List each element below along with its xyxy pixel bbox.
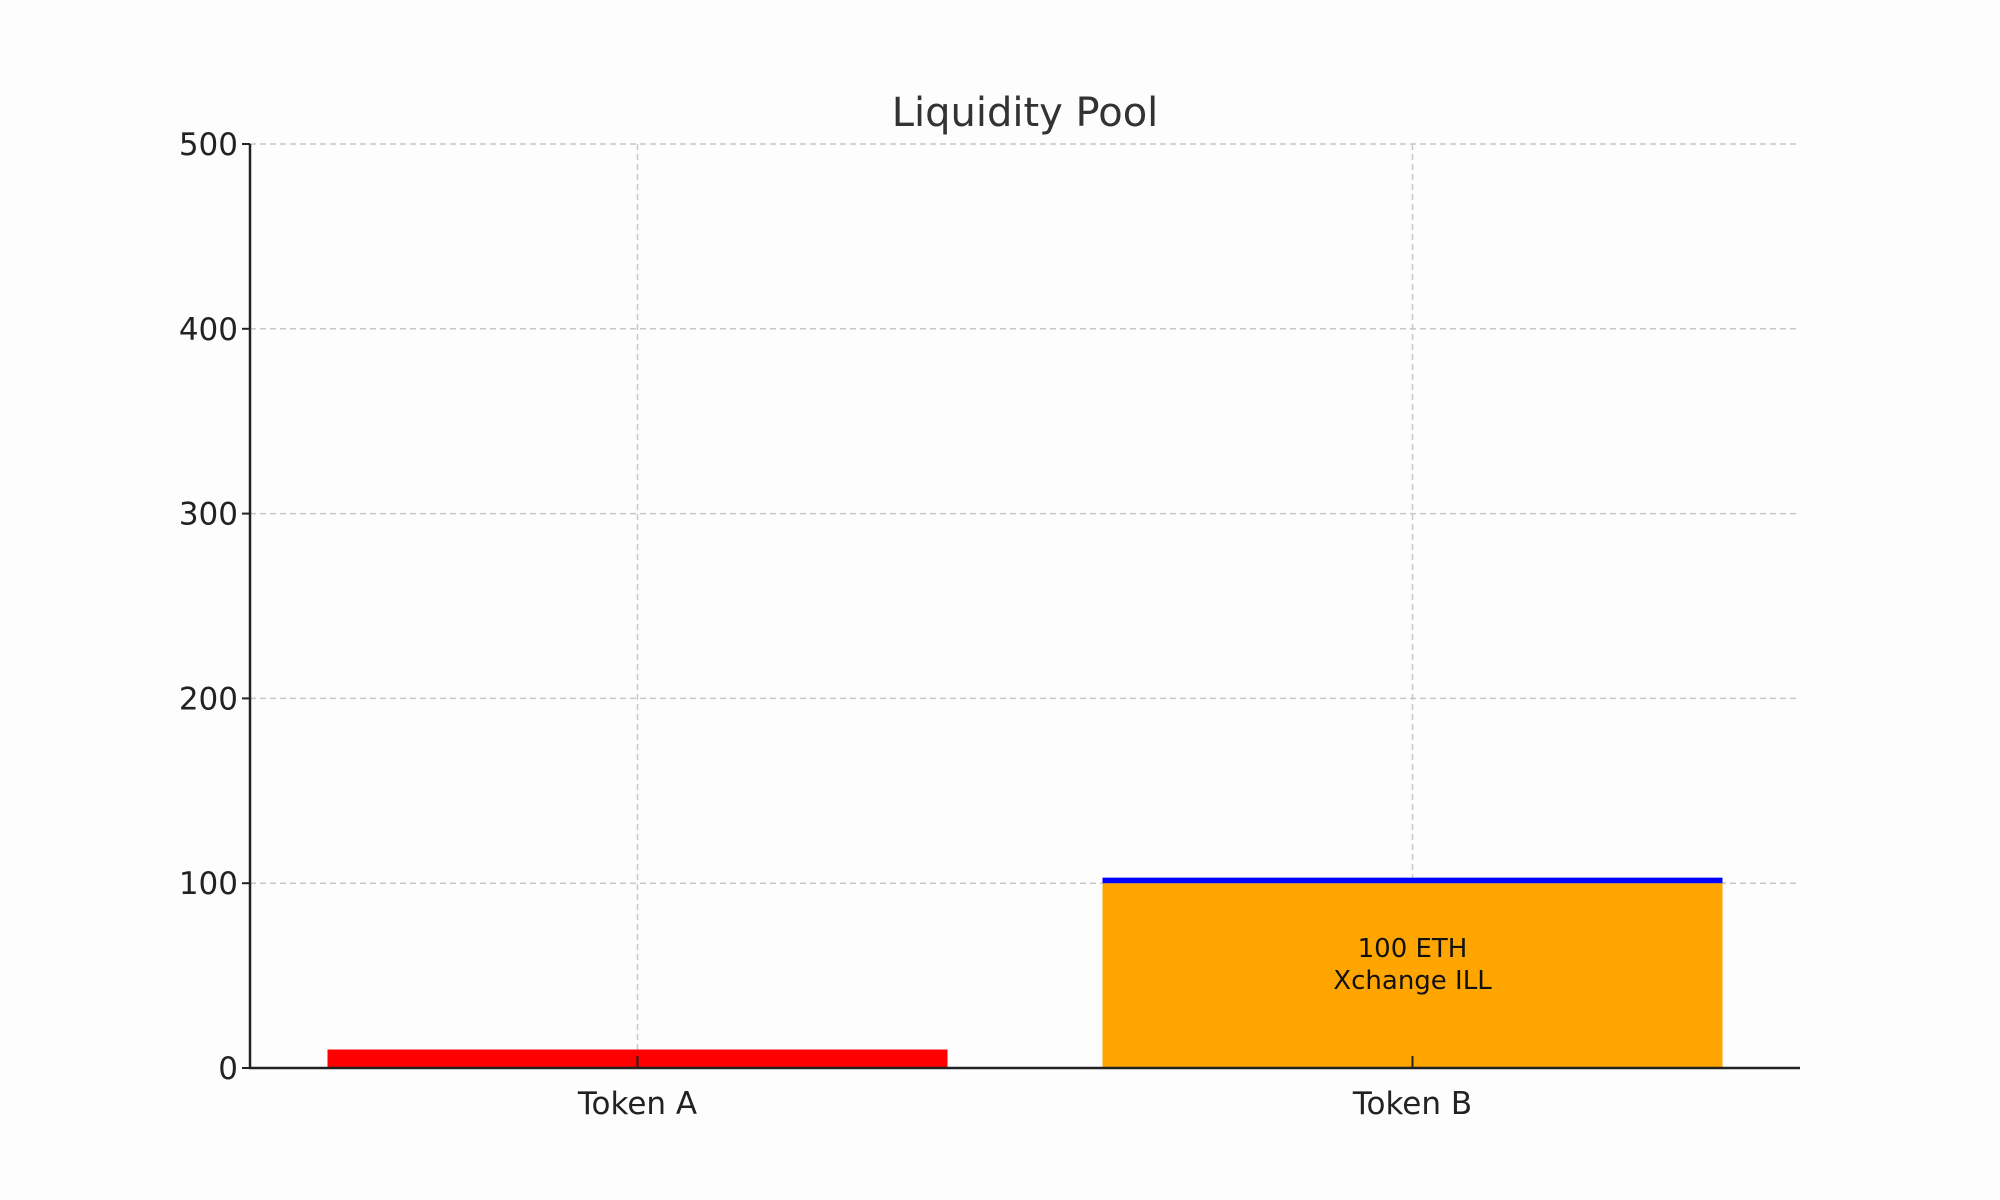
bar-token-b-segment-0 [1102,883,1723,1068]
y-tick-label: 0 [218,1051,238,1087]
y-tick-label: 100 [179,866,238,902]
annotation-line: Xchange ILL [1333,966,1492,996]
y-tick-label: 400 [179,312,238,348]
chart-title: Liquidity Pool [892,90,1159,136]
y-tick-label: 500 [179,127,238,163]
x-tick-label: Token A [577,1086,697,1122]
bar-annotation: 100 ETH Xchange ILL [1333,934,1492,996]
y-tick-label: 300 [179,497,238,533]
annotation-line: 100 ETH [1358,934,1468,964]
y-tick-label: 200 [179,681,238,717]
x-tick-label: Token B [1352,1086,1472,1122]
bar-token-b-segment-1 [1102,877,1723,884]
